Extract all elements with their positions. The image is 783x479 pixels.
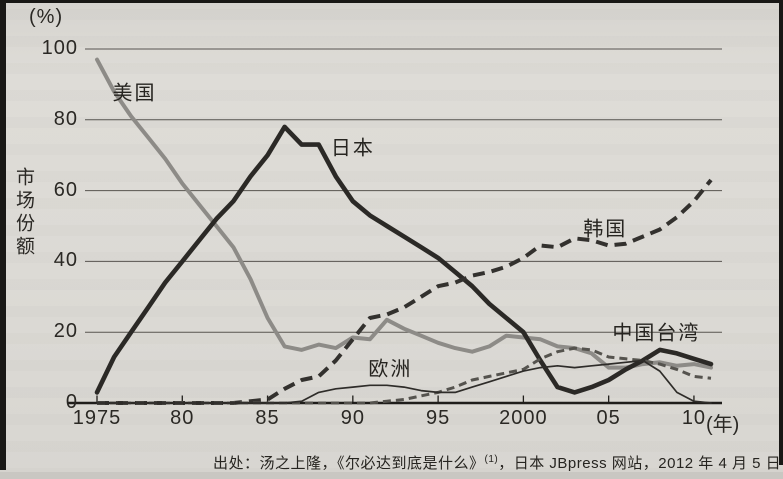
series-line-europe: [96, 359, 712, 404]
x-tick-label-1985: 85: [255, 407, 280, 429]
y-axis-unit-label: (%): [29, 6, 64, 28]
x-tick-label-2000: 2000: [499, 407, 548, 429]
source-caption: 出处：汤之上隆，《尔必达到底是什么》(1)，日本 JBpress 网站，2012…: [213, 452, 781, 473]
x-tick-label-1975: 1975: [72, 407, 122, 429]
y-tick-label-80: 80: [53, 107, 78, 130]
x-axis-unit-label: (年): [706, 414, 740, 436]
x-tick-label-1980: 80: [170, 407, 195, 429]
page-edge-right: [779, 0, 783, 465]
y-tick-label-20: 20: [53, 320, 78, 343]
page-edge-top: [0, 0, 783, 3]
x-tick-label-2010: 10: [681, 407, 707, 429]
page-edge-left: [0, 0, 6, 470]
x-tick-label-1995: 95: [425, 407, 451, 429]
series-line-taiwan: [97, 346, 712, 405]
caption-text: 出处：汤之上隆，《尔必达到底是什么》: [213, 455, 485, 472]
series-line-japan: [94, 124, 714, 395]
series-label-us: 美国: [112, 82, 157, 105]
series-label-europe: 欧洲: [368, 358, 413, 381]
y-tick-label-0: 0: [65, 391, 78, 413]
y-tick-label-60: 60: [53, 178, 78, 201]
series-label-taiwan: 中国台湾: [612, 322, 701, 345]
series-line-us: [95, 57, 713, 370]
y-tick-label-40: 40: [53, 249, 78, 272]
x-tick-label-2005: 05: [596, 407, 621, 429]
caption-footnote-marker: (1): [484, 454, 499, 465]
y-tick-label-100: 100: [41, 37, 78, 59]
x-tick-label-1990: 90: [340, 407, 365, 429]
page-edge-bottom: [0, 472, 783, 479]
series-label-korea: 韩国: [583, 218, 628, 241]
y-axis-title: 市场份额: [13, 167, 34, 259]
series-label-japan: 日本: [330, 137, 375, 160]
caption-text-suffix: ，日本 JBpress 网站，2012 年 4 月 5 日: [498, 455, 782, 472]
